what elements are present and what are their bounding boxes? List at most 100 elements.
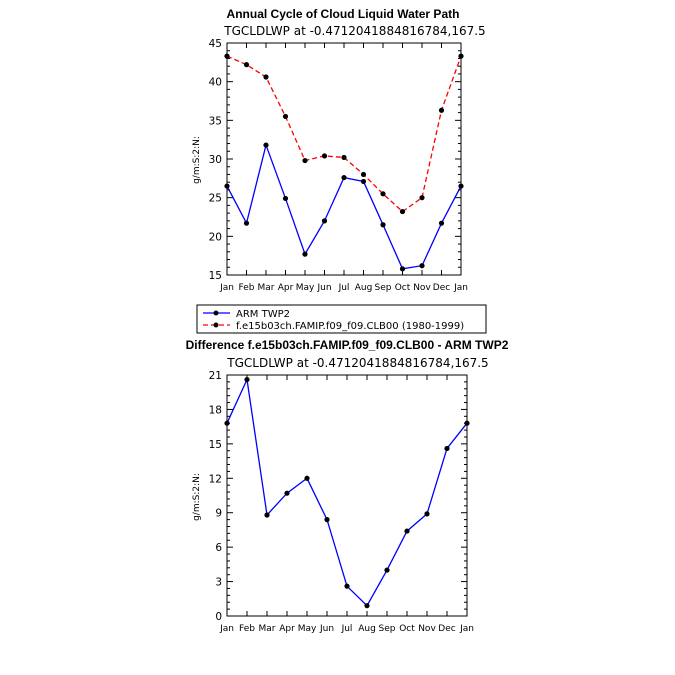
data-point: [399, 208, 406, 215]
data-point: [321, 153, 328, 159]
y-tick-label: 20: [209, 231, 222, 243]
legend-label-arm: ARM TWP2: [236, 309, 290, 320]
x-tick-label: May: [298, 624, 317, 634]
y-tick-label: 40: [209, 77, 222, 89]
data-point: [224, 53, 230, 59]
x-tick-label: Mar: [259, 624, 276, 634]
data-point: [243, 220, 250, 226]
data-point: [321, 218, 328, 224]
x-tick-label: Jan: [219, 624, 234, 634]
x-tick-label: Apr: [279, 624, 295, 634]
x-tick-label: Jan: [219, 283, 234, 293]
data-point: [244, 376, 250, 383]
series-line: [226, 377, 468, 607]
legend: ARM TWP2 f.e15b03ch.FAMIP.f09_f09.CLB00 …: [196, 304, 487, 334]
legend-label-model: f.e15b03ch.FAMIP.f09_f09.CLB00 (1980-199…: [236, 321, 464, 332]
y-tick-label: 35: [209, 115, 222, 127]
data-point: [324, 517, 330, 523]
y-axis: 15 20 25 30 35 40 45: [209, 38, 461, 282]
y-tick-label: 45: [209, 38, 222, 50]
data-point: [419, 195, 425, 201]
data-point: [458, 53, 464, 59]
plot-frame: [226, 374, 468, 617]
cloud-lwp-annual-cycle-chart: Annual Cycle of Cloud Liquid Water Path …: [192, 7, 486, 293]
x-tick-label: Aug: [358, 624, 376, 634]
series-layer: [224, 53, 464, 272]
x-tick-label: Feb: [239, 283, 255, 293]
y-tick-label: 0: [215, 611, 222, 623]
data-point: [464, 420, 470, 426]
x-tick-label: Jan: [453, 283, 468, 293]
x-tick-label: Apr: [278, 283, 294, 293]
data-point: [438, 107, 445, 113]
legend-entry-arm-twp2: ARM TWP2: [203, 309, 290, 320]
x-tick-label: Jun: [316, 283, 331, 293]
legend-box: [196, 304, 487, 334]
data-point: [282, 113, 289, 120]
series-layer: [224, 376, 470, 609]
y-tick-label: 30: [209, 154, 222, 166]
data-point: [264, 512, 270, 518]
y-tick-label: 25: [209, 193, 222, 205]
x-tick-label: Oct: [395, 283, 411, 293]
chart-title: Annual Cycle of Cloud Liquid Water Path: [227, 7, 460, 21]
data-point: [243, 62, 250, 68]
x-tick-label: Aug: [355, 283, 373, 293]
x-tick-label: May: [296, 283, 315, 293]
x-tick-label: Nov: [418, 624, 436, 634]
data-point: [284, 490, 290, 496]
data-point: [304, 475, 310, 481]
x-tick-label: Dec: [438, 624, 455, 634]
y-tick-label: 15: [209, 439, 222, 451]
series-line: [226, 142, 462, 270]
x-axis: Jan Feb Mar Apr May Jun Jul Aug Sep Oct Nov Dec Jan: [219, 375, 474, 634]
x-tick-label: Feb: [239, 624, 255, 634]
x-tick-label: Jul: [341, 624, 353, 634]
y-tick-label: 15: [209, 270, 222, 282]
data-point: [344, 583, 350, 589]
data-point: [263, 142, 269, 148]
legend-entry-model: f.e15b03ch.FAMIP.f09_f09.CLB00 (1980-199…: [203, 321, 464, 332]
data-point: [438, 220, 445, 226]
data-point: [399, 266, 406, 272]
series-line: [226, 55, 462, 213]
x-tick-label: Dec: [433, 283, 450, 293]
data-point: [380, 222, 386, 228]
y-axis: 0 3 6 9 12 15 18 21: [209, 370, 467, 623]
data-point: [302, 157, 308, 164]
data-point: [404, 528, 410, 534]
data-point: [384, 567, 390, 573]
x-tick-label: Mar: [258, 283, 275, 293]
data-point: [419, 263, 425, 269]
x-tick-label: Jun: [319, 624, 334, 634]
y-tick-label: 21: [209, 370, 222, 382]
x-tick-label: Jan: [459, 624, 474, 634]
x-tick-label: Sep: [375, 283, 392, 293]
x-tick-label: Sep: [379, 624, 396, 634]
data-point: [302, 251, 308, 257]
chart-subtitle: TGCLDLWP at -0.4712041884816784,167.5: [223, 24, 485, 38]
y-axis-label: g/m:S:2:N:: [192, 473, 202, 521]
chart-subtitle: TGCLDLWP at -0.4712041884816784,167.5: [226, 356, 488, 370]
data-point: [380, 191, 386, 197]
y-tick-label: 18: [209, 404, 222, 416]
y-tick-label: 6: [215, 542, 222, 554]
y-tick-label: 12: [209, 473, 222, 485]
chart-title: Difference f.e15b03ch.FAMIP.f09_f09.CLB0…: [186, 338, 509, 352]
y-tick-label: 3: [215, 577, 222, 589]
data-point: [444, 445, 450, 452]
cloud-lwp-difference-chart: Difference f.e15b03ch.FAMIP.f09_f09.CLB0…: [186, 338, 509, 634]
y-tick-label: 9: [215, 508, 222, 520]
x-tick-label: Nov: [413, 283, 431, 293]
data-point: [224, 183, 230, 189]
legend-marker-arm: [213, 310, 219, 316]
x-tick-label: Jul: [338, 283, 350, 293]
data-point: [263, 74, 269, 80]
data-point: [458, 183, 464, 189]
data-point: [341, 174, 347, 181]
data-point: [282, 195, 289, 202]
data-point: [424, 511, 430, 517]
x-axis: Jan Feb Mar Apr May Jun Jul Aug Sep Oct Nov Dec Jan: [219, 43, 468, 293]
data-point: [224, 420, 230, 426]
